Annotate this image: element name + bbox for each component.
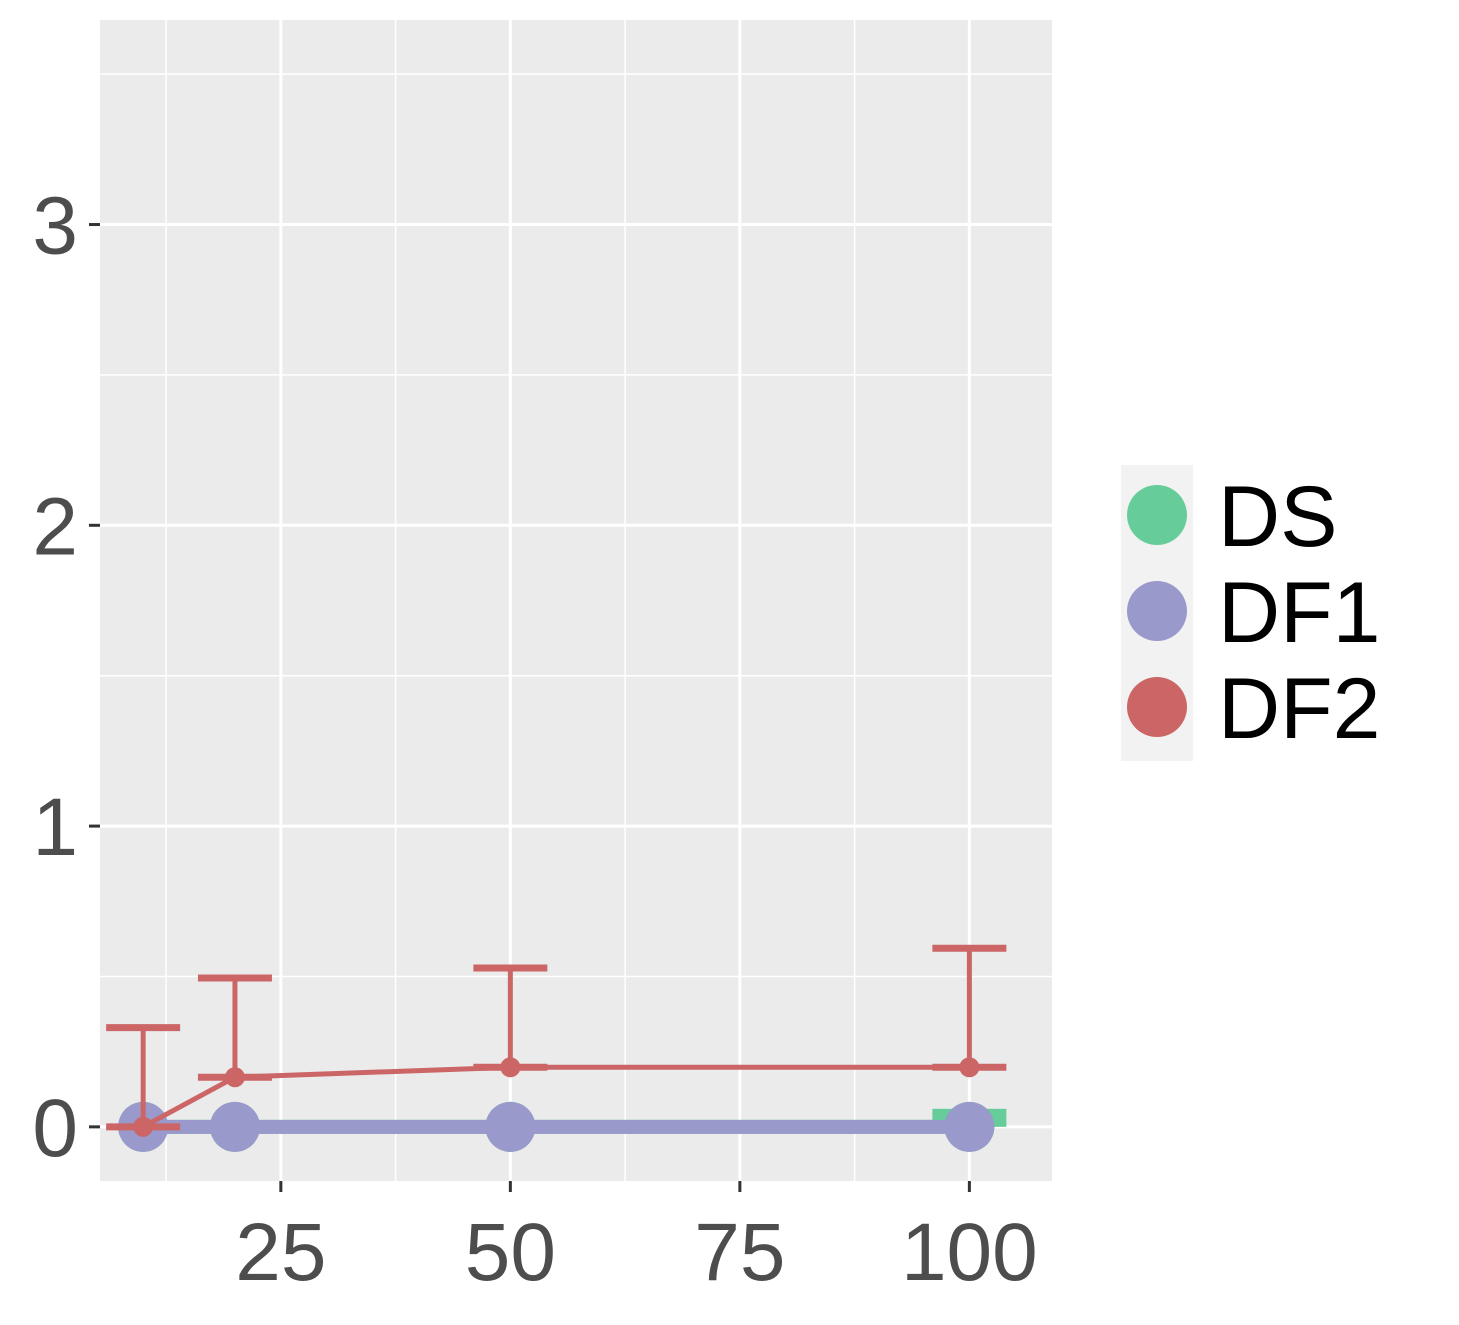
- series-df2: [106, 944, 1007, 1137]
- data-point-df2: [224, 1067, 245, 1088]
- x-tick-label: 50: [465, 1207, 556, 1298]
- legend-key-df1: [1127, 581, 1187, 641]
- legend-key-df2: [1127, 677, 1187, 737]
- y-tick-label: 3: [32, 181, 78, 272]
- x-tick-label: 100: [901, 1207, 1038, 1298]
- y-tick-label: 1: [32, 782, 78, 873]
- data-point-df1: [944, 1101, 995, 1152]
- y-tick-label: 2: [32, 481, 78, 572]
- axis-ticks: [89, 223, 971, 1192]
- legend-label-ds: DS: [1218, 469, 1337, 565]
- legend-label-df2: DF2: [1218, 661, 1380, 757]
- data-point-df2: [959, 1057, 980, 1078]
- axis-labels: 0 1 2 3 25 50 75 100: [32, 181, 1037, 1298]
- legend-key-ds: [1127, 485, 1187, 545]
- series-line-df2: [141, 1064, 970, 1130]
- plot-panel: [100, 20, 1052, 1181]
- data-point-df2: [500, 1057, 521, 1078]
- x-tick-label: 75: [694, 1207, 785, 1298]
- x-tick-label: 25: [235, 1207, 326, 1298]
- legend-label-df1: DF1: [1218, 565, 1380, 661]
- data-point-df2: [133, 1116, 154, 1137]
- data-point-df1: [485, 1101, 536, 1152]
- y-tick-label: 0: [32, 1083, 78, 1174]
- data-point-df1: [209, 1101, 260, 1152]
- series-layer: [106, 944, 1007, 1152]
